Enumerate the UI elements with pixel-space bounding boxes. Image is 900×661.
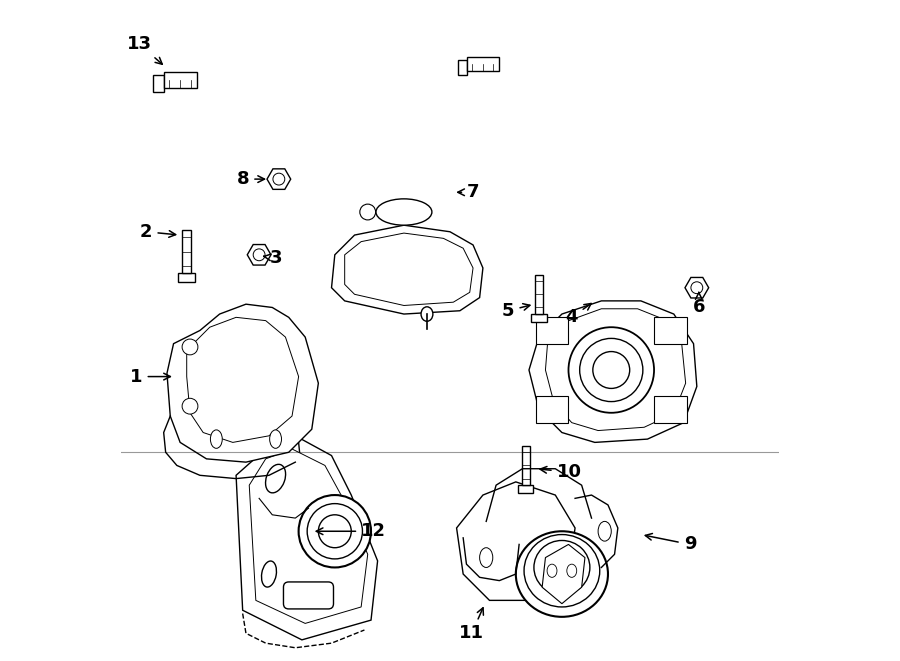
Ellipse shape	[270, 430, 282, 448]
Circle shape	[182, 399, 198, 414]
Polygon shape	[345, 233, 473, 305]
Circle shape	[182, 339, 198, 355]
Polygon shape	[529, 301, 697, 442]
Text: 4: 4	[565, 303, 591, 327]
Ellipse shape	[376, 199, 432, 225]
FancyBboxPatch shape	[531, 314, 546, 323]
Ellipse shape	[598, 522, 611, 541]
Polygon shape	[236, 436, 378, 640]
Text: 10: 10	[540, 463, 581, 481]
Ellipse shape	[534, 541, 590, 594]
FancyBboxPatch shape	[522, 446, 529, 485]
FancyBboxPatch shape	[284, 582, 334, 609]
FancyBboxPatch shape	[153, 75, 164, 93]
Circle shape	[569, 327, 654, 412]
Polygon shape	[186, 317, 299, 442]
FancyBboxPatch shape	[536, 317, 569, 344]
Text: 7: 7	[458, 183, 480, 201]
Ellipse shape	[266, 464, 285, 493]
Text: 6: 6	[693, 292, 705, 317]
Polygon shape	[542, 545, 585, 603]
Ellipse shape	[480, 548, 493, 567]
Circle shape	[307, 504, 363, 559]
Polygon shape	[285, 409, 302, 475]
Ellipse shape	[262, 561, 276, 587]
Text: 2: 2	[140, 223, 176, 241]
FancyBboxPatch shape	[467, 57, 499, 71]
Text: 1: 1	[130, 368, 170, 385]
Ellipse shape	[516, 531, 608, 617]
FancyBboxPatch shape	[536, 397, 569, 422]
Circle shape	[691, 282, 703, 293]
Polygon shape	[456, 482, 575, 600]
FancyBboxPatch shape	[535, 274, 543, 314]
Text: 11: 11	[459, 607, 484, 642]
FancyBboxPatch shape	[457, 59, 467, 75]
Polygon shape	[331, 225, 483, 314]
Ellipse shape	[211, 430, 222, 448]
FancyBboxPatch shape	[164, 72, 196, 88]
FancyBboxPatch shape	[178, 273, 195, 282]
Text: 13: 13	[127, 35, 162, 64]
Text: 3: 3	[264, 249, 283, 267]
Circle shape	[273, 173, 284, 185]
Circle shape	[253, 249, 265, 260]
FancyBboxPatch shape	[518, 485, 534, 494]
FancyBboxPatch shape	[183, 230, 191, 273]
Circle shape	[299, 495, 371, 567]
Ellipse shape	[421, 307, 433, 321]
Polygon shape	[249, 449, 368, 623]
FancyBboxPatch shape	[654, 397, 687, 422]
Ellipse shape	[567, 564, 577, 577]
Text: 9: 9	[645, 533, 697, 553]
Polygon shape	[167, 304, 319, 462]
Text: 12: 12	[316, 522, 386, 540]
Circle shape	[580, 338, 643, 402]
Text: 8: 8	[237, 170, 265, 188]
Text: 5: 5	[502, 302, 530, 320]
Ellipse shape	[524, 535, 599, 607]
Ellipse shape	[547, 564, 557, 577]
Circle shape	[360, 204, 375, 220]
Circle shape	[319, 515, 351, 548]
Circle shape	[593, 352, 630, 389]
FancyBboxPatch shape	[654, 317, 687, 344]
Polygon shape	[545, 309, 686, 430]
